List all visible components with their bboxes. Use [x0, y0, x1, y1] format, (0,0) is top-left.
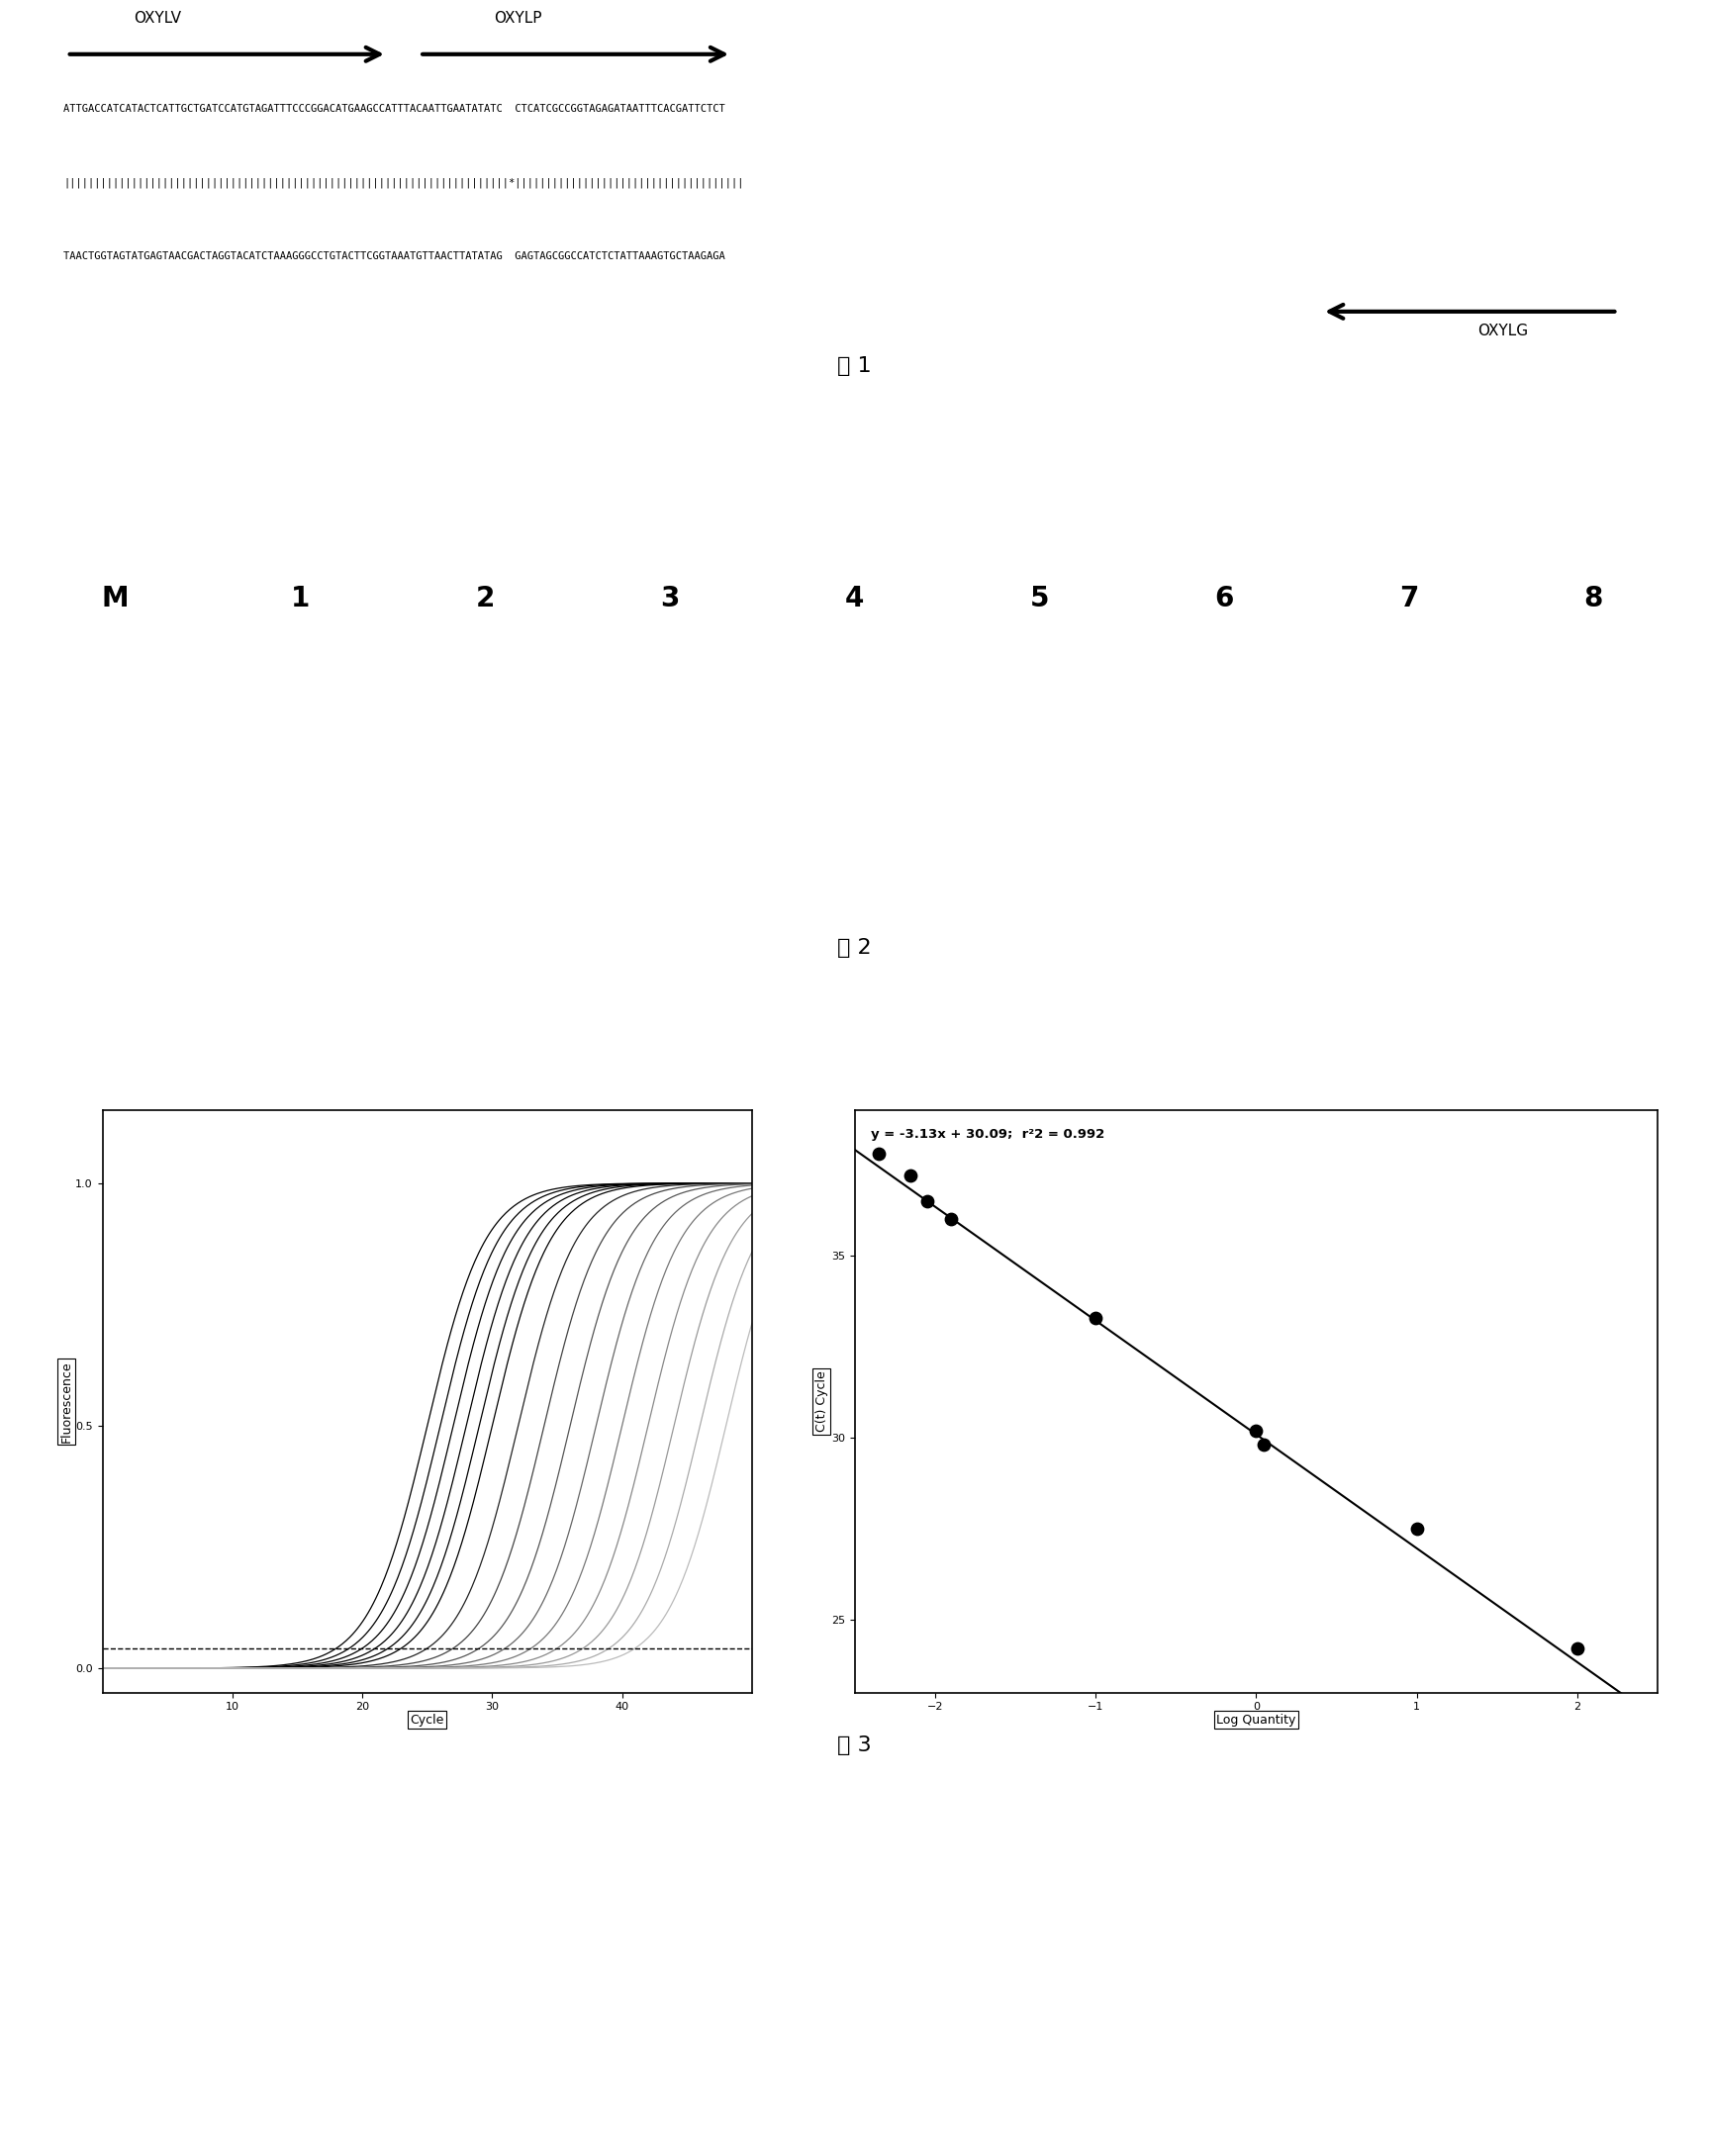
Point: [1403, 1511, 1430, 1546]
Text: 4: 4: [844, 584, 865, 612]
Text: OXYLG: OXYLG: [1477, 323, 1528, 338]
Text: 图 3: 图 3: [837, 1736, 872, 1755]
Text: 8: 8: [1584, 584, 1603, 612]
Text: 图 2: 图 2: [837, 938, 872, 957]
Text: TAACTGGTAGTATGAGTAACGACTAGGTACATCTAAAGGGCCTGTACTTCGGTAAATGTTAACTTATATAG  GAGTAGC: TAACTGGTAGTATGAGTAACGACTAGGTACATCTAAAGGG…: [63, 252, 726, 261]
Text: 图 1: 图 1: [837, 356, 872, 375]
Y-axis label: Fluorescence: Fluorescence: [60, 1360, 73, 1442]
X-axis label: Cycle: Cycle: [410, 1714, 444, 1727]
Text: 7: 7: [1400, 584, 1418, 612]
Point: [1082, 1300, 1109, 1335]
Point: [897, 1158, 925, 1192]
X-axis label: Log Quantity: Log Quantity: [1217, 1714, 1295, 1727]
Point: [1564, 1632, 1591, 1667]
Text: OXYLP: OXYLP: [494, 11, 542, 26]
Text: 6: 6: [1215, 584, 1234, 612]
Text: ||||||||||||||||||||||||||||||||||||||||||||||||||||||||||||||||||||||||*|||||||: ||||||||||||||||||||||||||||||||||||||||…: [63, 177, 743, 188]
Text: M: M: [103, 584, 130, 612]
Text: y = -3.13x + 30.09;  r²2 = 0.992: y = -3.13x + 30.09; r²2 = 0.992: [870, 1128, 1104, 1141]
Text: ATTGACCATCATACTCATTGCTGATCCATGTAGATTTCCCGGACATGAAGCCATTTACAATTGAATATATC  CTCATCG: ATTGACCATCATACTCATTGCTGATCCATGTAGATTTCCC…: [63, 103, 726, 114]
Text: OXYLV: OXYLV: [133, 11, 181, 26]
Text: 2: 2: [475, 584, 494, 612]
Point: [865, 1136, 892, 1171]
Point: [1251, 1427, 1278, 1462]
Point: [913, 1184, 940, 1218]
Point: [937, 1203, 964, 1238]
Text: 5: 5: [1029, 584, 1049, 612]
Text: 1: 1: [291, 584, 309, 612]
Point: [1242, 1414, 1270, 1449]
Y-axis label: C(t) Cycle: C(t) Cycle: [815, 1371, 829, 1432]
Text: 3: 3: [660, 584, 680, 612]
